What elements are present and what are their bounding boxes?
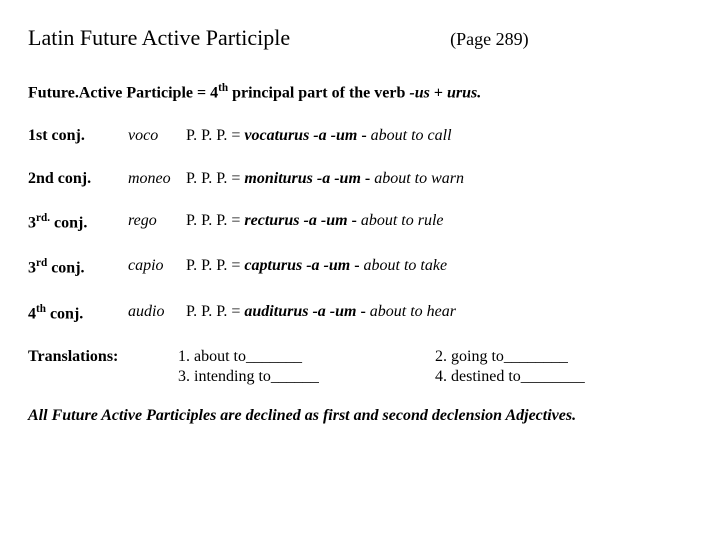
conjugation-result: P. P. P. = capturus -a -um - about to ta… — [186, 256, 692, 279]
conjugation-label: 4th conj. — [28, 302, 128, 325]
conjugation-result: P. P. P. = vocaturus -a -um - about to c… — [186, 126, 692, 147]
translations-grid: 1. about to_______ 2. going to________ 3… — [178, 347, 692, 389]
conjugation-label: 1st conj. — [28, 126, 128, 147]
conjugation-label: 3rd conj. — [28, 256, 128, 279]
conjugation-row: 1st conj.vocoP. P. P. = vocaturus -a -um… — [28, 126, 692, 147]
formula-mid: principal part of the verb — [228, 84, 409, 101]
conjugation-verb: capio — [128, 256, 186, 279]
translations-row: Translations: 1. about to_______ 2. goin… — [28, 347, 692, 389]
conjugation-result: P. P. P. = recturus -a -um - about to ru… — [186, 211, 692, 234]
conjugation-row: 3rd. conj.rego P. P. P. = recturus -a -u… — [28, 211, 692, 234]
conjugation-label: 3rd. conj. — [28, 211, 128, 234]
conjugation-verb: rego — [128, 211, 186, 234]
conjugation-result: P. P. P. = moniturus -a -um - about to w… — [186, 169, 692, 190]
conjugation-row: 4th conj.audio P. P. P. = auditurus -a -… — [28, 302, 692, 325]
conjugation-verb: moneo — [128, 169, 186, 190]
formula-plus: + — [430, 84, 447, 101]
translation-item: 3. intending to______ — [178, 367, 435, 388]
conjugation-verb: audio — [128, 302, 186, 325]
conjugation-verb: voco — [128, 126, 186, 147]
header-row: Latin Future Active Participle (Page 289… — [28, 24, 692, 53]
conjugation-label: 2nd conj. — [28, 169, 128, 190]
formula-us: -us — [409, 84, 429, 101]
translation-item: 4. destined to________ — [435, 367, 692, 388]
conjugation-result: P. P. P. = auditurus -a -um - about to h… — [186, 302, 692, 325]
page-reference: (Page 289) — [450, 28, 528, 51]
formula-sup: th — [218, 82, 228, 94]
formula-lead: Future.Active Participle = 4 — [28, 84, 218, 101]
page-title: Latin Future Active Participle — [28, 24, 290, 53]
conjugation-row: 2nd conj.moneo P. P. P. = moniturus -a -… — [28, 169, 692, 190]
formula-line: Future.Active Participle = 4th principal… — [28, 81, 692, 104]
conjugation-row: 3rd conj.capio P. P. P. = capturus -a -u… — [28, 256, 692, 279]
translation-item: 1. about to_______ — [178, 347, 435, 368]
formula-urus: urus. — [447, 84, 481, 101]
translations-label: Translations: — [28, 347, 178, 389]
translation-item: 2. going to________ — [435, 347, 692, 368]
footer-note: All Future Active Participles are declin… — [28, 406, 692, 427]
